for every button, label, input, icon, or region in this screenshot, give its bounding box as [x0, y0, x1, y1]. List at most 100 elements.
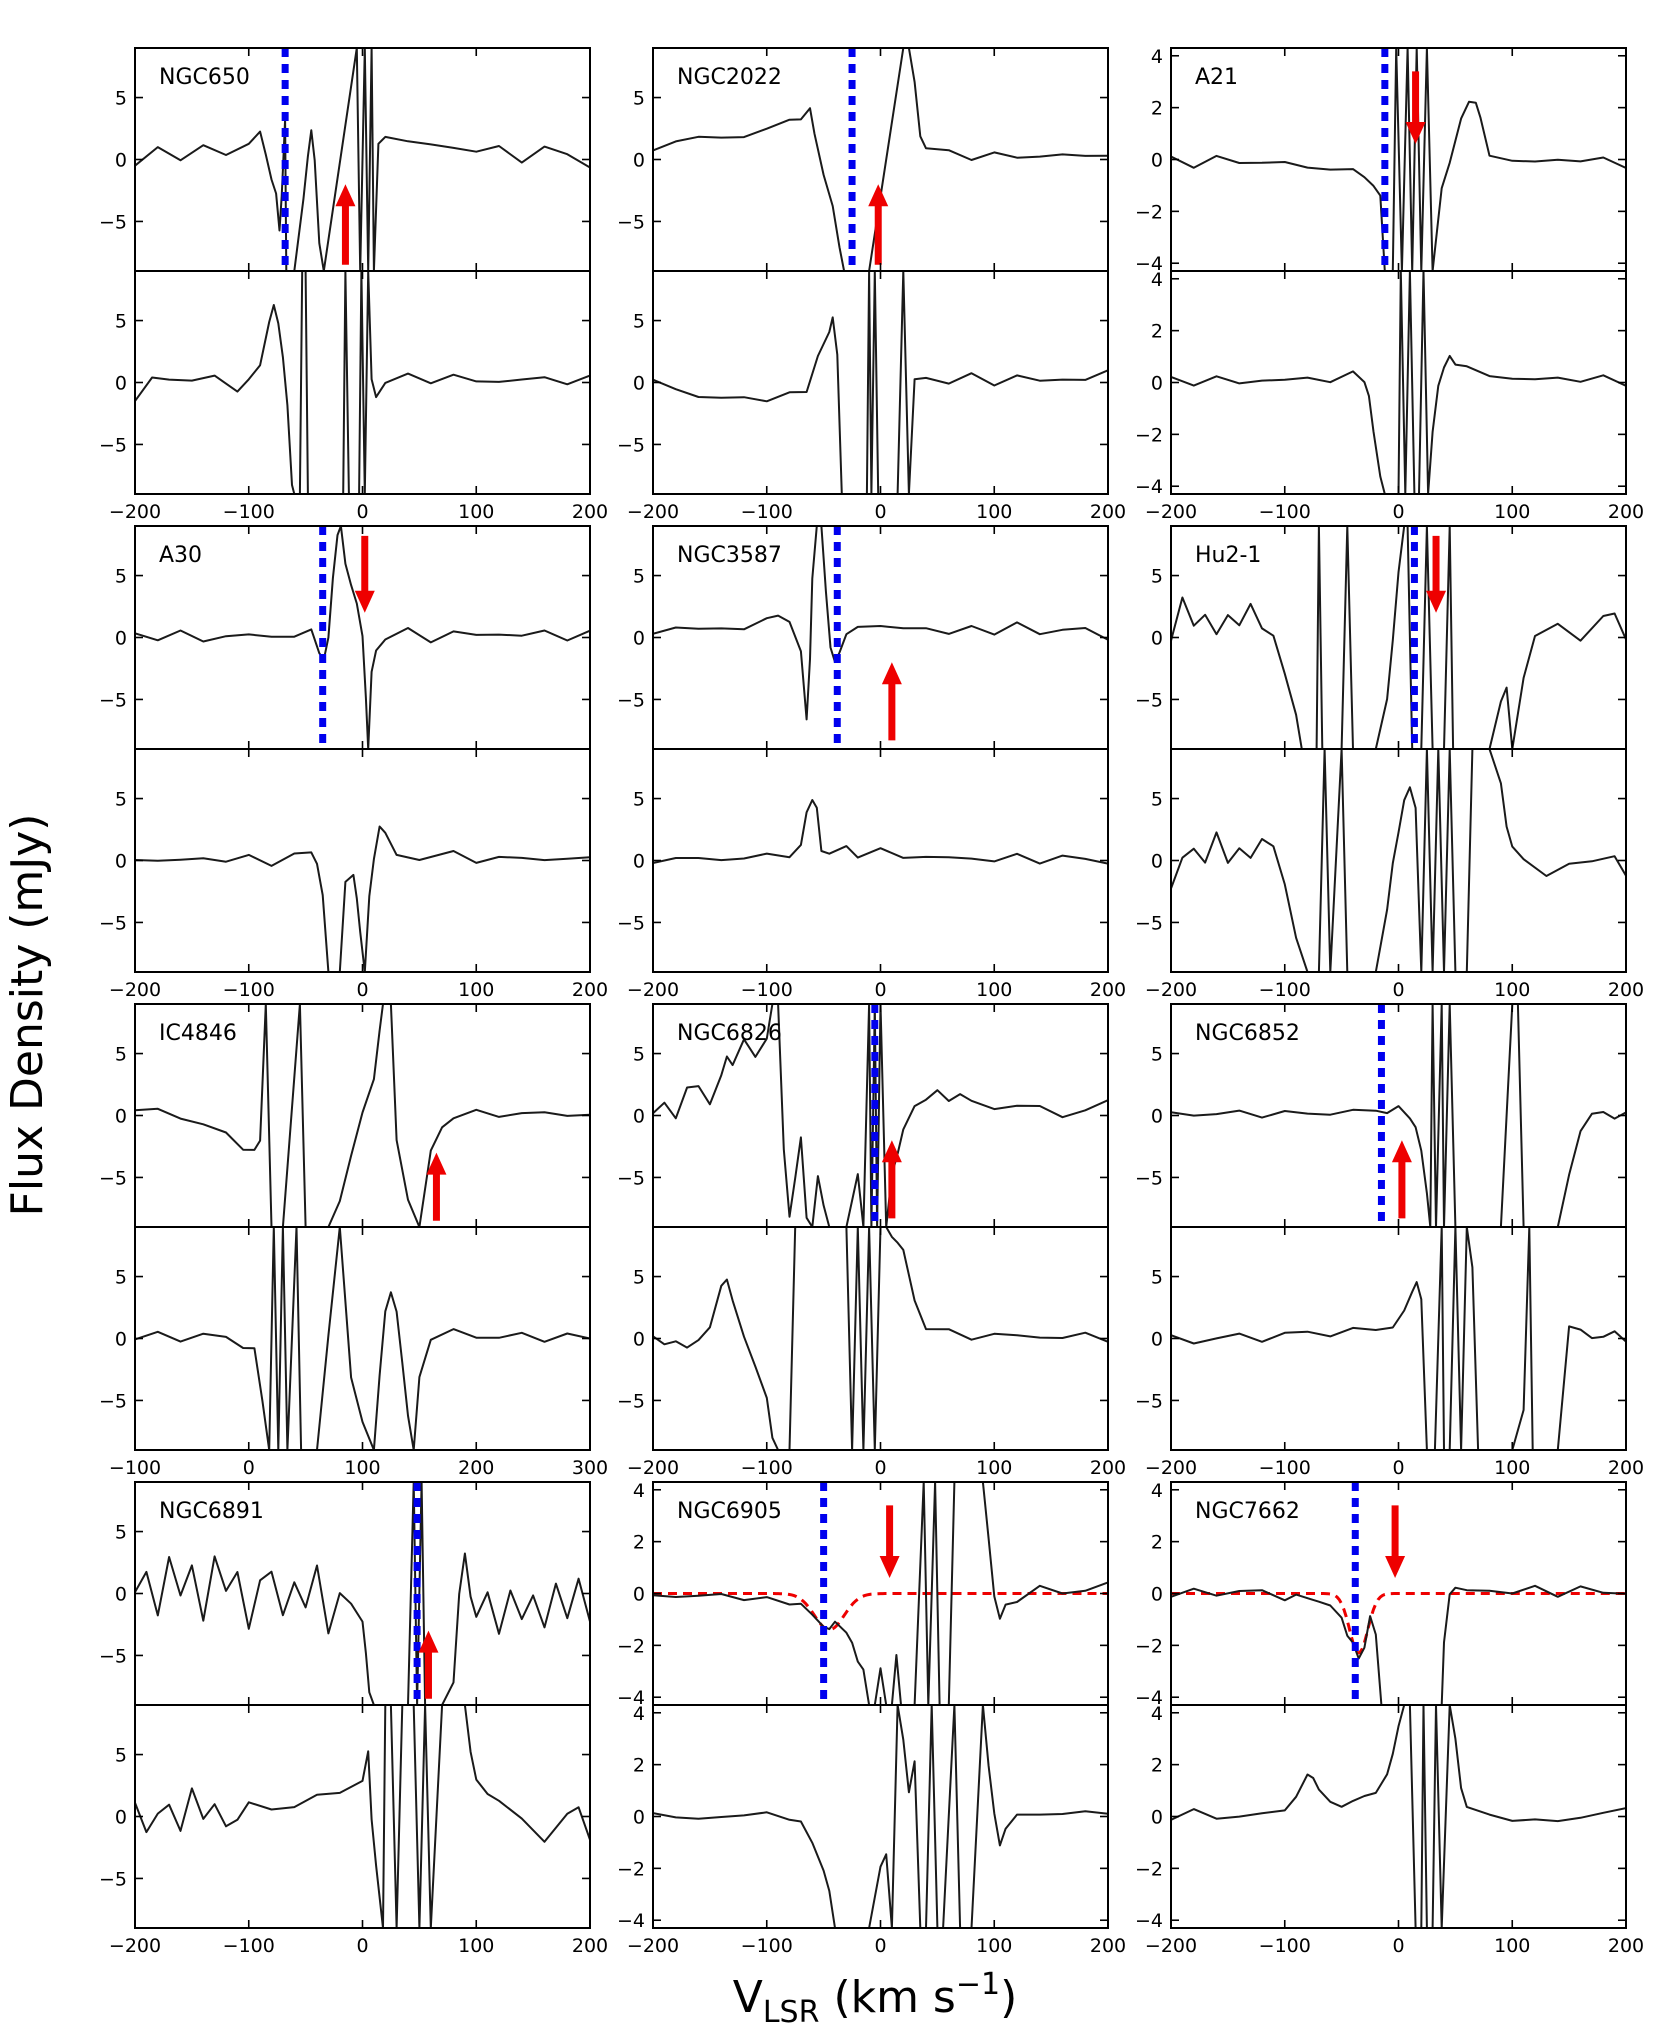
velocity-arrow — [881, 1140, 902, 1219]
spectrum-line — [1171, 1584, 1626, 1705]
bottom-plot-area — [1171, 1227, 1626, 1450]
y-tick-label: 5 — [633, 1044, 645, 1066]
x-tick-label: −100 — [1259, 979, 1311, 1001]
y-tick-label: 0 — [115, 150, 127, 172]
x-tick-label: −100 — [741, 1935, 793, 1957]
x-tick-label: −100 — [109, 1457, 161, 1479]
y-tick-label: −2 — [1135, 201, 1163, 223]
x-axis-title-exponent: −1 — [956, 1967, 1000, 2002]
spectrum-line — [653, 1705, 1108, 1928]
panel-title: IC4846 — [159, 1021, 237, 1046]
y-tick-label: 0 — [1151, 1584, 1163, 1606]
bottom-plot-area — [1171, 1705, 1626, 1928]
y-tick-label: 0 — [115, 1584, 127, 1606]
panel-ngc6826: −5 0 5 −5 0 5 −200 −100 0 100 200 NGC6826 — [617, 1003, 1126, 1479]
y-tick-label: 0 — [1151, 628, 1163, 650]
x-tick-label: −200 — [1145, 1935, 1197, 1957]
spectrum-line — [135, 1482, 590, 1705]
x-axis-title-units: (km s — [819, 1972, 955, 2023]
subpanel-frame — [1170, 1704, 1627, 1929]
y-tick-label: 5 — [633, 789, 645, 811]
y-tick-label: 4 — [1151, 269, 1163, 291]
x-tick-label: 200 — [1090, 1457, 1126, 1479]
x-tick-label: −100 — [741, 501, 793, 523]
y-tick-label: 2 — [633, 1755, 645, 1777]
panel-title: NGC650 — [159, 65, 250, 90]
bottom-plot-area — [653, 1227, 1108, 1450]
x-tick-label: −100 — [223, 979, 275, 1001]
top-subpanel: −4 −2 0 2 4 — [1135, 46, 1627, 275]
bottom-plot-area — [135, 271, 590, 494]
x-tick-label: 0 — [356, 1935, 368, 1957]
top-plot-area — [135, 1004, 590, 1227]
spectrum-line — [135, 1004, 590, 1227]
x-tick-label: 200 — [1608, 501, 1644, 523]
x-tick-label: 0 — [356, 979, 368, 1001]
top-subpanel: −5 0 5 — [617, 1003, 1109, 1228]
y-tick-label: 4 — [1151, 1480, 1163, 1502]
x-tick-label: 200 — [572, 1935, 608, 1957]
velocity-arrow — [879, 1505, 900, 1578]
y-tick-label: −4 — [1135, 253, 1163, 275]
x-tick-label: 0 — [1392, 1457, 1404, 1479]
velocity-arrow — [881, 662, 902, 741]
y-tick-label: 5 — [1151, 566, 1163, 588]
panel-title: NGC3587 — [677, 543, 782, 568]
x-tick-label: 0 — [874, 979, 886, 1001]
y-tick-label: 0 — [1151, 851, 1163, 873]
panel-grid: −505−505−200 −100 0 100 200NGC650−505−505−20… — [99, 46, 1644, 1957]
x-tick-label: −200 — [1145, 979, 1197, 1001]
x-tick-label: 100 — [976, 1457, 1012, 1479]
x-tick-label: 100 — [1494, 501, 1530, 523]
bottom-subpanel: −4 −2 0 2 4 — [1135, 269, 1627, 498]
spectrum-line — [1171, 749, 1626, 972]
bottom-subpanel: −4 −2 0 2 4 — [1135, 1703, 1627, 1932]
x-tick-label: 100 — [1494, 979, 1530, 1001]
subpanel-frame — [134, 270, 591, 495]
panel-hu2-1: −5 0 5 −5 0 5 −200 −100 0 100 200 Hu2-1 — [1135, 525, 1644, 1001]
y-tick-label: −5 — [99, 1167, 127, 1189]
y-tick-label: 0 — [633, 1106, 645, 1128]
x-axis-title-close: ) — [1000, 1972, 1017, 2023]
top-plot-area — [653, 1482, 1108, 1705]
velocity-arrow — [1426, 535, 1447, 613]
y-tick-label: 0 — [633, 628, 645, 650]
x-axis-title: VLSR (km s−1) — [733, 1967, 1018, 2030]
panel-ngc650: −5 0 5 −5 0 5 −200 −100 0 100 200 NGC650 — [99, 47, 608, 523]
x-tick-label: −200 — [109, 979, 161, 1001]
x-tick-label: 100 — [976, 501, 1012, 523]
subpanel-frame — [652, 748, 1109, 973]
panel-a30: −5 0 5 −5 0 5 −200 −100 0 100 200 A30 — [99, 525, 608, 1001]
x-tick-label: 100 — [1494, 1457, 1530, 1479]
x-axis-title-main: V — [733, 1972, 763, 2023]
panel-ngc6891: −5 0 5 −5 0 5 −200 −100 0 100 200 NGC6891 — [99, 1481, 608, 1957]
y-tick-label: 0 — [633, 1584, 645, 1606]
panel-title: A30 — [159, 543, 202, 568]
subpanel-frame — [134, 1226, 591, 1451]
x-tick-label: −200 — [627, 1457, 679, 1479]
x-tick-label: 0 — [1392, 1935, 1404, 1957]
y-tick-label: 0 — [115, 1329, 127, 1351]
bottom-subpanel: −5 0 5 — [617, 1226, 1109, 1451]
y-tick-label: 5 — [1151, 789, 1163, 811]
y-tick-label: 0 — [1151, 373, 1163, 395]
x-tick-label: 200 — [458, 1457, 494, 1479]
spectrum-line — [653, 48, 1108, 271]
velocity-arrow — [1385, 1505, 1406, 1578]
gaussian-fit-line — [1171, 1592, 1626, 1655]
x-tick-label: −100 — [223, 501, 275, 523]
y-tick-label: 5 — [633, 88, 645, 110]
spectrum-line — [135, 271, 590, 494]
x-tick-label: −200 — [627, 1935, 679, 1957]
top-plot-area — [135, 48, 590, 271]
y-tick-label: −2 — [1135, 1858, 1163, 1880]
spectrum-line — [135, 1705, 590, 1928]
y-tick-label: 5 — [115, 1745, 127, 1767]
y-tick-label: −5 — [99, 211, 127, 233]
x-tick-label: 0 — [243, 1457, 255, 1479]
bottom-plot-area — [653, 1705, 1108, 1928]
y-tick-label: 2 — [1151, 98, 1163, 120]
y-tick-label: 5 — [633, 311, 645, 333]
